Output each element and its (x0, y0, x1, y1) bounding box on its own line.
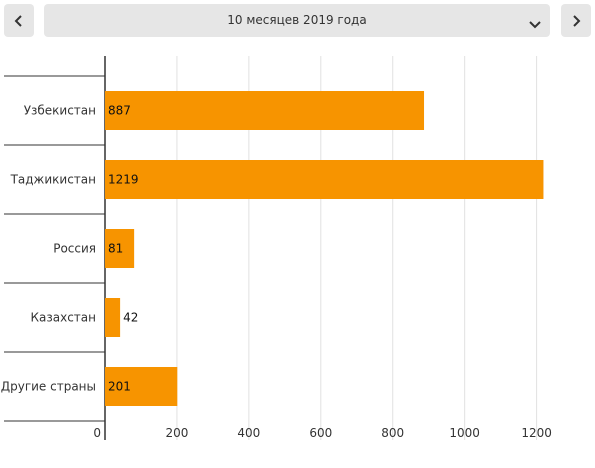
bar (105, 298, 121, 337)
next-period-button[interactable] (561, 4, 591, 37)
chevron-down-icon (529, 15, 541, 34)
data-label: 81 (108, 242, 123, 256)
bar (105, 160, 544, 199)
category-label: Другие страны (1, 380, 96, 394)
bar (105, 367, 178, 406)
period-select[interactable]: 10 месяцев 2019 года (44, 4, 550, 37)
x-tick-label: 200 (165, 426, 188, 440)
data-label: 1219 (108, 173, 139, 187)
category-label: Казахстан (31, 311, 97, 325)
data-label: 887 (108, 104, 131, 118)
x-tick-label: 600 (309, 426, 332, 440)
x-tick-label: 0 (93, 426, 101, 440)
chevron-left-icon (14, 14, 24, 27)
x-tick-label: 800 (381, 426, 404, 440)
bar (105, 91, 425, 130)
x-tick-label: 400 (237, 426, 260, 440)
previous-period-button[interactable] (4, 4, 34, 37)
x-tick-label: 1000 (449, 426, 480, 440)
x-tick-label: 1200 (521, 426, 552, 440)
period-select-label: 10 месяцев 2019 года (227, 13, 367, 27)
category-label: Россия (53, 242, 96, 256)
chevron-right-icon (571, 14, 581, 27)
data-label: 201 (108, 380, 131, 394)
data-label: 42 (123, 311, 138, 325)
category-label: Таджикистан (10, 173, 96, 187)
bar (105, 229, 135, 268)
category-label: Узбекистан (24, 104, 96, 118)
